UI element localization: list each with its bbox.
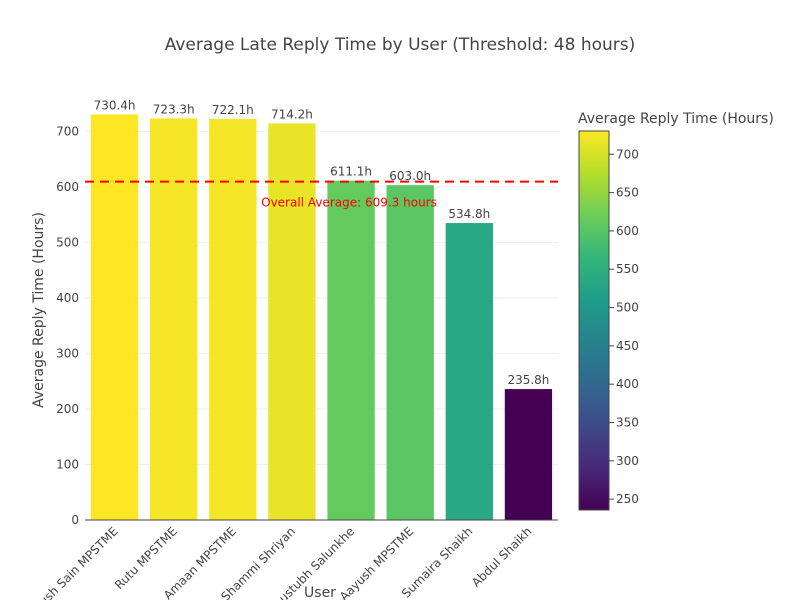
data-labels: 730.4h 723.3h 722.1h 714.2h 611.1h 603.0h 534.…	[94, 98, 550, 387]
bar[interactable]	[268, 123, 316, 520]
colorbar-tick-label: 250	[616, 492, 639, 506]
reference-line-group: Overall Average: 609.3 hours	[85, 180, 558, 210]
y-tick-label: 100	[56, 457, 79, 471]
bar[interactable]	[90, 114, 139, 520]
bar[interactable]	[209, 119, 257, 521]
data-label: 722.1h	[212, 103, 254, 117]
chart-title: Average Late Reply Time by User (Thresho…	[165, 35, 636, 55]
colorbar-tick-label: 600	[616, 224, 639, 238]
bar[interactable]	[445, 223, 493, 520]
colorbar-tick-label: 550	[616, 262, 639, 276]
data-label: 603.0h	[389, 169, 431, 183]
colorbar-tick-label: 500	[616, 301, 639, 315]
data-label: 611.1h	[330, 165, 372, 179]
colorbar-tick-labels: 250 300 350 400 450 500 550 600 650 700	[609, 147, 639, 506]
y-tick-label: 400	[56, 291, 79, 305]
y-axis-title: Average Reply Time (Hours)	[31, 212, 47, 408]
bar[interactable]	[150, 118, 198, 520]
y-tick-label: 700	[56, 124, 79, 138]
x-tick-label: Abdul Shaikh	[469, 524, 535, 590]
y-tick-label: 0	[71, 513, 79, 527]
colorbar-tick-label: 700	[616, 147, 639, 161]
bars	[90, 114, 553, 521]
data-label: 714.2h	[271, 107, 313, 121]
y-tick-labels: 0 100 200 300 400 500 600 700	[56, 124, 79, 527]
colorbar	[578, 130, 610, 511]
colorbar-title: Average Reply Time (Hours)	[578, 111, 774, 127]
data-label: 235.8h	[507, 373, 549, 387]
x-axis-title: User	[304, 585, 336, 600]
bar[interactable]	[327, 180, 375, 520]
colorbar-tick-label: 350	[616, 415, 639, 429]
colorbar-tick-label: 400	[616, 377, 639, 391]
x-tick-label: Jush Sain MPSTME	[33, 524, 121, 600]
colorbar-tick-label: 300	[616, 454, 639, 468]
bar[interactable]	[504, 389, 553, 520]
y-tick-label: 600	[56, 180, 79, 194]
y-tick-label: 200	[56, 402, 79, 416]
bar[interactable]	[386, 185, 434, 520]
data-label: 534.8h	[448, 207, 490, 221]
data-label: 730.4h	[94, 98, 136, 112]
colorbar-tick-label: 650	[616, 186, 639, 200]
x-tick-label: Rutu MPSTME	[112, 524, 180, 592]
colorbar-tick-label: 450	[616, 339, 639, 353]
data-label: 723.3h	[153, 102, 195, 116]
reference-line-label: Overall Average: 609.3 hours	[261, 196, 437, 210]
y-tick-label: 300	[56, 346, 79, 360]
y-tick-label: 500	[56, 235, 79, 249]
